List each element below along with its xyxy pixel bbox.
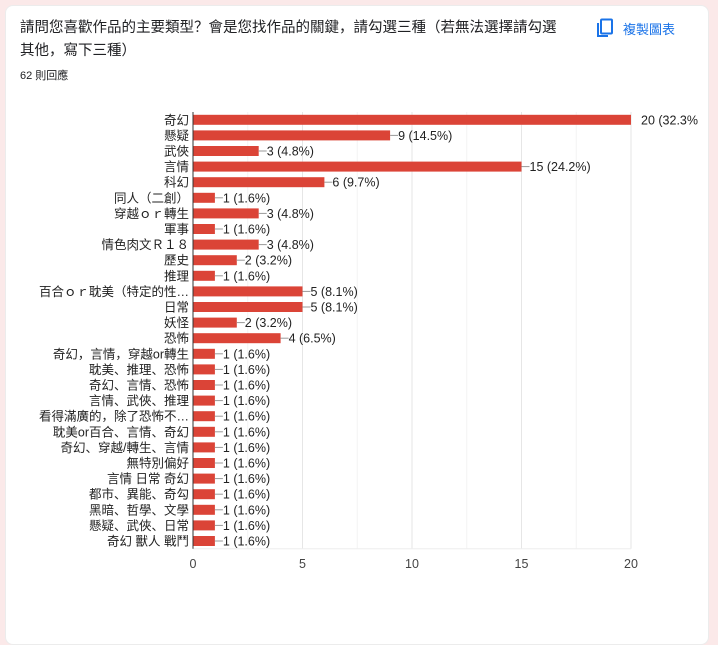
bar[interactable] — [193, 130, 391, 141]
category-label: 耽美or百合、言情、奇幻 — [53, 424, 189, 439]
category-label: 言情 日常 奇幻 — [107, 472, 189, 486]
category-label: 推理 — [164, 269, 190, 283]
response-count: 62 則回應 — [20, 70, 69, 82]
category-label: 都市、異能、奇勾 — [89, 487, 189, 502]
bar[interactable] — [193, 458, 215, 468]
bar[interactable] — [193, 364, 215, 375]
category-label: 奇幻 獸人 戰鬥 — [107, 535, 189, 549]
bar[interactable] — [193, 177, 325, 188]
category-label: 奇幻、言情、恐怖 — [89, 378, 189, 393]
value-label: 3 (4.8%) — [267, 207, 314, 221]
value-label: 3 (4.8%) — [267, 238, 314, 252]
value-label: 9 (14.5%) — [398, 129, 452, 143]
value-label: 1 (1.6%) — [223, 394, 270, 408]
value-label: 1 (1.6%) — [223, 472, 270, 486]
category-label: 軍事 — [164, 223, 189, 237]
bar[interactable] — [193, 146, 259, 156]
bar[interactable] — [193, 520, 215, 531]
bar[interactable] — [193, 348, 215, 359]
bar[interactable] — [193, 302, 303, 312]
category-label: 情色肉文Ｒ１８ — [101, 237, 189, 252]
category-label: 黑暗、哲學、文學 — [89, 502, 189, 517]
x-tick-label: 10 — [405, 557, 419, 571]
bar[interactable] — [193, 239, 259, 250]
value-label: 1 (1.6%) — [223, 347, 270, 361]
bar[interactable] — [193, 114, 631, 125]
value-label: 15 (24.2%) — [530, 160, 591, 174]
category-label: 日常 — [164, 301, 189, 315]
category-label: 奇幻 — [164, 113, 189, 127]
category-label: 恐怖 — [164, 331, 189, 346]
value-label: 1 (1.6%) — [223, 441, 270, 455]
question-title-line-2: 其他，寫下三種） — [20, 43, 136, 59]
value-label: 2 (3.2%) — [245, 254, 292, 268]
bar[interactable] — [193, 380, 215, 390]
x-tick-label: 0 — [190, 557, 197, 571]
category-label: 穿越ｏｒ轉生 — [114, 206, 189, 221]
x-tick-label: 15 — [515, 557, 529, 571]
value-label: 1 (1.6%) — [223, 488, 270, 502]
category-label: 耽美、推理、恐怖 — [89, 362, 189, 377]
value-label: 5 (8.1%) — [311, 285, 358, 299]
bar[interactable] — [193, 504, 215, 515]
category-label: 看得滿廣的，除了恐怖不… — [39, 409, 189, 424]
value-label: 1 (1.6%) — [223, 363, 270, 377]
category-label: 無特別偏好 — [126, 456, 189, 471]
bar[interactable] — [193, 411, 215, 422]
copy-chart-button[interactable]: 複製圖表 — [596, 16, 675, 40]
bar[interactable] — [193, 442, 215, 453]
value-label: 1 (1.6%) — [223, 425, 270, 439]
bar[interactable] — [193, 208, 259, 219]
question-title-line-1: 請問您喜歡作品的主要類型？會是您找作品的關鍵，請勾選三種（若無法選擇請勾選 — [20, 20, 557, 36]
bar[interactable] — [193, 224, 215, 234]
category-label: 歷史 — [164, 254, 190, 268]
bar[interactable] — [193, 255, 237, 266]
bar[interactable] — [193, 426, 215, 437]
bar[interactable] — [193, 536, 215, 546]
value-label: 20 (32.3% — [641, 113, 698, 127]
value-label: 1 (1.6%) — [223, 410, 270, 424]
category-label: 百合ｏｒ耽美（特定的性… — [39, 284, 189, 299]
category-label: 言情、武俠、推理 — [89, 394, 190, 408]
bar[interactable] — [193, 473, 215, 484]
category-label: 懸疑、武俠、日常 — [89, 518, 189, 533]
value-label: 5 (8.1%) — [311, 301, 358, 315]
category-label: 武俠 — [164, 145, 190, 159]
category-label: 奇幻，言情，穿越or轉生 — [53, 346, 189, 361]
bar[interactable] — [193, 286, 303, 297]
bar[interactable] — [193, 489, 215, 500]
value-label: 4 (6.5%) — [289, 332, 336, 346]
value-label: 3 (4.8%) — [267, 145, 314, 159]
value-label: 1 (1.6%) — [223, 535, 270, 549]
bar[interactable] — [193, 317, 237, 328]
copy-icon — [597, 18, 613, 37]
bar[interactable] — [193, 270, 215, 281]
value-label: 1 (1.6%) — [223, 379, 270, 393]
category-label: 懸疑 — [164, 128, 190, 143]
bar[interactable] — [193, 161, 522, 172]
x-tick-label: 20 — [624, 557, 638, 571]
bar[interactable] — [193, 333, 281, 344]
value-label: 1 (1.6%) — [223, 503, 270, 517]
value-label: 1 (1.6%) — [223, 457, 270, 471]
value-label: 6 (9.7%) — [332, 176, 379, 190]
value-label: 1 (1.6%) — [223, 269, 270, 283]
category-label: 奇幻、穿越/轉生、言情 — [61, 440, 189, 455]
category-label: 同人（二創） — [114, 191, 189, 205]
value-label: 2 (3.2%) — [245, 316, 292, 330]
bar[interactable] — [193, 192, 215, 203]
bar[interactable] — [193, 395, 215, 406]
copy-chart-label: 複製圖表 — [623, 21, 676, 37]
category-label: 言情 — [164, 160, 189, 174]
category-label: 妖怪 — [164, 316, 190, 330]
question-title: 請問您喜歡作品的主要類型？會是您找作品的關鍵，請勾選三種（若無法選擇請勾選 其他… — [20, 17, 580, 63]
value-label: 1 (1.6%) — [223, 519, 270, 533]
x-tick-label: 5 — [299, 557, 306, 571]
value-label: 1 (1.6%) — [223, 191, 270, 205]
value-label: 1 (1.6%) — [223, 223, 270, 237]
category-label: 科幻 — [164, 176, 189, 190]
